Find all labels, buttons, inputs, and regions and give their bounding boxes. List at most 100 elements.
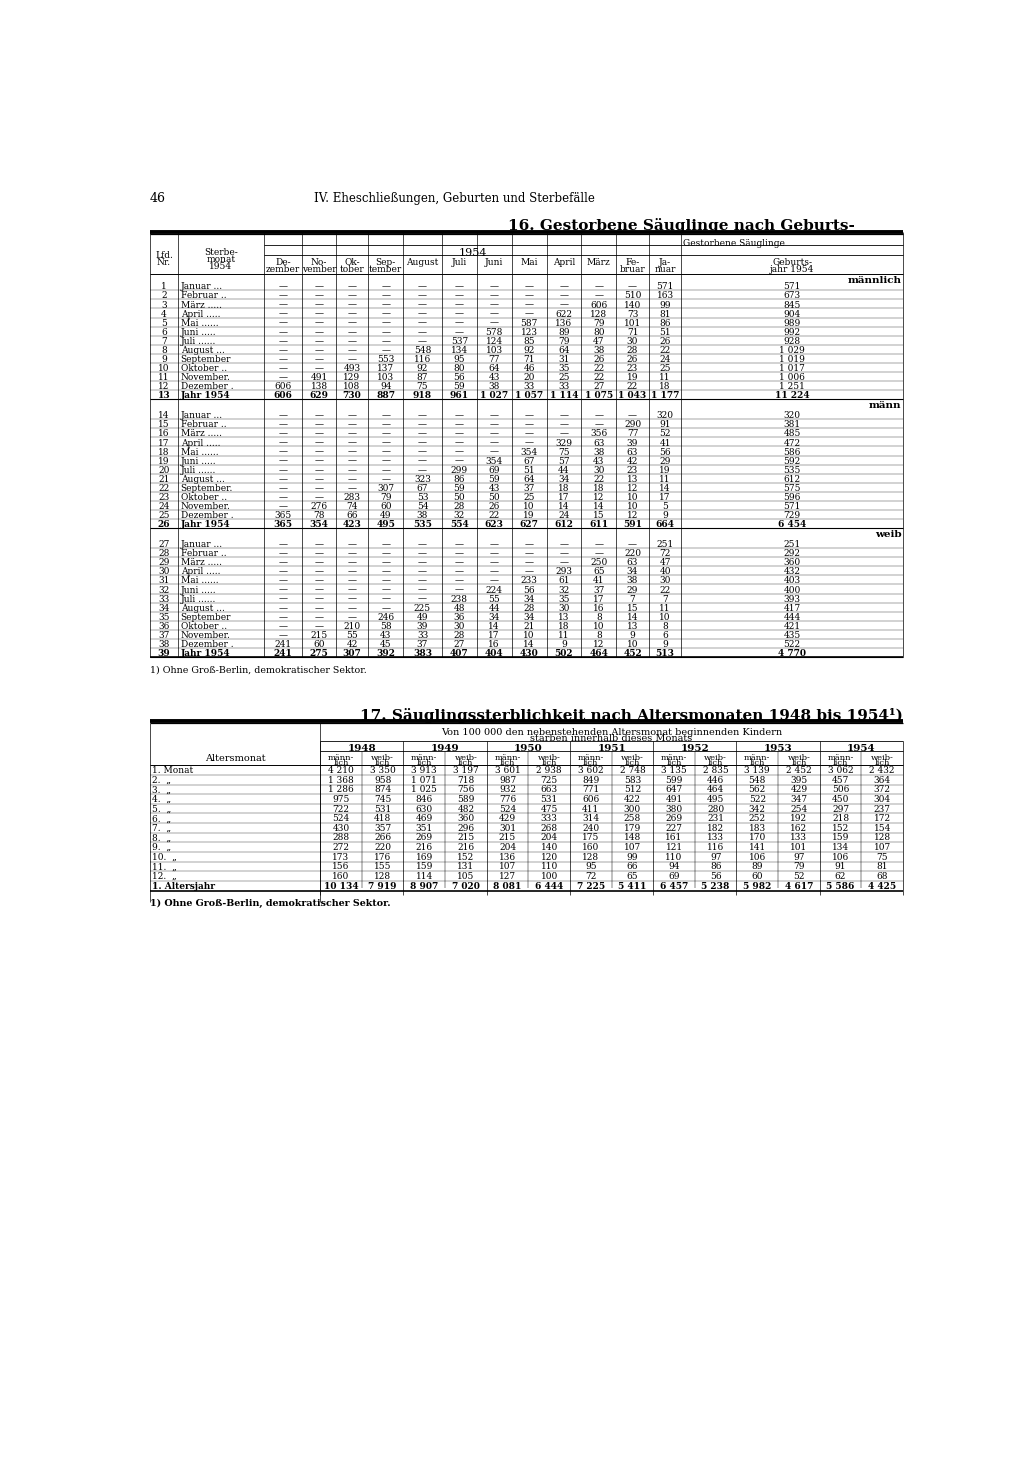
Text: November.: November. (180, 373, 230, 383)
Text: August ...: August ... (180, 603, 224, 612)
Text: 43: 43 (488, 484, 500, 492)
Text: 392: 392 (376, 649, 395, 657)
Text: 27: 27 (454, 640, 465, 649)
Text: 11: 11 (659, 475, 671, 484)
Text: 400: 400 (783, 586, 801, 595)
Text: 630: 630 (416, 805, 433, 814)
Text: —: — (524, 549, 534, 558)
Text: 535: 535 (413, 520, 432, 529)
Text: 246: 246 (377, 612, 394, 622)
Text: 4 617: 4 617 (784, 881, 813, 891)
Text: 250: 250 (590, 558, 607, 567)
Text: —: — (381, 318, 390, 327)
Text: 975: 975 (333, 795, 350, 804)
Text: 354: 354 (485, 457, 503, 466)
Text: monat: monat (207, 254, 236, 263)
Text: 15: 15 (627, 603, 638, 612)
Text: 1954: 1954 (847, 744, 876, 752)
Text: 34: 34 (159, 603, 170, 612)
Text: 12: 12 (593, 640, 604, 649)
Text: —: — (279, 466, 288, 475)
Text: 43: 43 (380, 631, 391, 640)
Text: 493: 493 (343, 364, 360, 373)
Text: —: — (347, 549, 356, 558)
Text: —: — (314, 492, 324, 503)
Text: 30: 30 (159, 567, 170, 577)
Text: 216: 216 (416, 843, 433, 852)
Text: jahr 1954: jahr 1954 (770, 266, 814, 275)
Text: 10: 10 (627, 503, 638, 511)
Text: —: — (418, 558, 427, 567)
Text: —: — (279, 310, 288, 318)
Text: 75: 75 (877, 853, 888, 862)
Text: 38: 38 (593, 346, 604, 355)
Text: 6 454: 6 454 (778, 520, 806, 529)
Text: 116: 116 (707, 843, 724, 852)
Text: 34: 34 (558, 475, 569, 484)
Text: —: — (381, 595, 390, 603)
Text: 26: 26 (488, 503, 500, 511)
Text: 91: 91 (659, 421, 671, 430)
Text: 183: 183 (749, 824, 766, 833)
Text: De-: De- (275, 259, 291, 267)
Text: 1952: 1952 (681, 744, 710, 752)
Text: 237: 237 (873, 805, 891, 814)
Text: —: — (314, 541, 324, 549)
Text: 66: 66 (627, 862, 638, 871)
Text: 87: 87 (417, 373, 428, 383)
Text: 19: 19 (659, 466, 671, 475)
Text: 989: 989 (783, 318, 801, 327)
Text: —: — (455, 558, 464, 567)
Text: 176: 176 (374, 853, 391, 862)
Text: 846: 846 (416, 795, 433, 804)
Text: 182: 182 (708, 824, 724, 833)
Text: 75: 75 (417, 383, 428, 392)
Text: Juli ......: Juli ...... (180, 466, 216, 475)
Text: 160: 160 (583, 843, 599, 852)
Text: —: — (418, 438, 427, 447)
Text: 589: 589 (457, 795, 474, 804)
Text: 537: 537 (451, 337, 468, 346)
Text: November.: November. (180, 503, 230, 511)
Text: 136: 136 (555, 318, 572, 327)
Text: 39: 39 (627, 438, 638, 447)
Text: 41: 41 (659, 438, 671, 447)
Text: —: — (314, 586, 324, 595)
Text: 485: 485 (783, 430, 801, 438)
Text: 65: 65 (593, 567, 604, 577)
Text: 17: 17 (488, 631, 500, 640)
Text: 48: 48 (454, 603, 465, 612)
Text: 10 134: 10 134 (324, 881, 358, 891)
Text: 67: 67 (523, 457, 535, 466)
Text: —: — (455, 438, 464, 447)
Text: 612: 612 (554, 520, 573, 529)
Text: 62: 62 (835, 872, 846, 881)
Text: Dezember .: Dezember . (180, 640, 233, 649)
Text: tober: tober (340, 266, 365, 275)
Text: —: — (279, 373, 288, 383)
Text: 35: 35 (558, 595, 569, 603)
Text: 24: 24 (558, 511, 569, 520)
Text: 393: 393 (783, 595, 801, 603)
Text: —: — (381, 327, 390, 337)
Text: 106: 106 (749, 853, 766, 862)
Text: 94: 94 (669, 862, 680, 871)
Text: —: — (347, 337, 356, 346)
Text: —: — (279, 612, 288, 622)
Text: —: — (381, 541, 390, 549)
Text: 404: 404 (485, 649, 504, 657)
Text: 138: 138 (310, 383, 328, 392)
Text: —: — (347, 282, 356, 291)
Text: —: — (455, 411, 464, 421)
Text: März: März (587, 259, 610, 267)
Text: 1 177: 1 177 (651, 392, 679, 400)
Text: 269: 269 (666, 814, 683, 823)
Text: 8: 8 (596, 631, 602, 640)
Text: 97: 97 (794, 853, 805, 862)
Text: —: — (489, 558, 499, 567)
Text: —: — (524, 541, 534, 549)
Text: 154: 154 (873, 824, 891, 833)
Text: 59: 59 (454, 484, 465, 492)
Text: 64: 64 (488, 364, 500, 373)
Text: 134: 134 (831, 843, 849, 852)
